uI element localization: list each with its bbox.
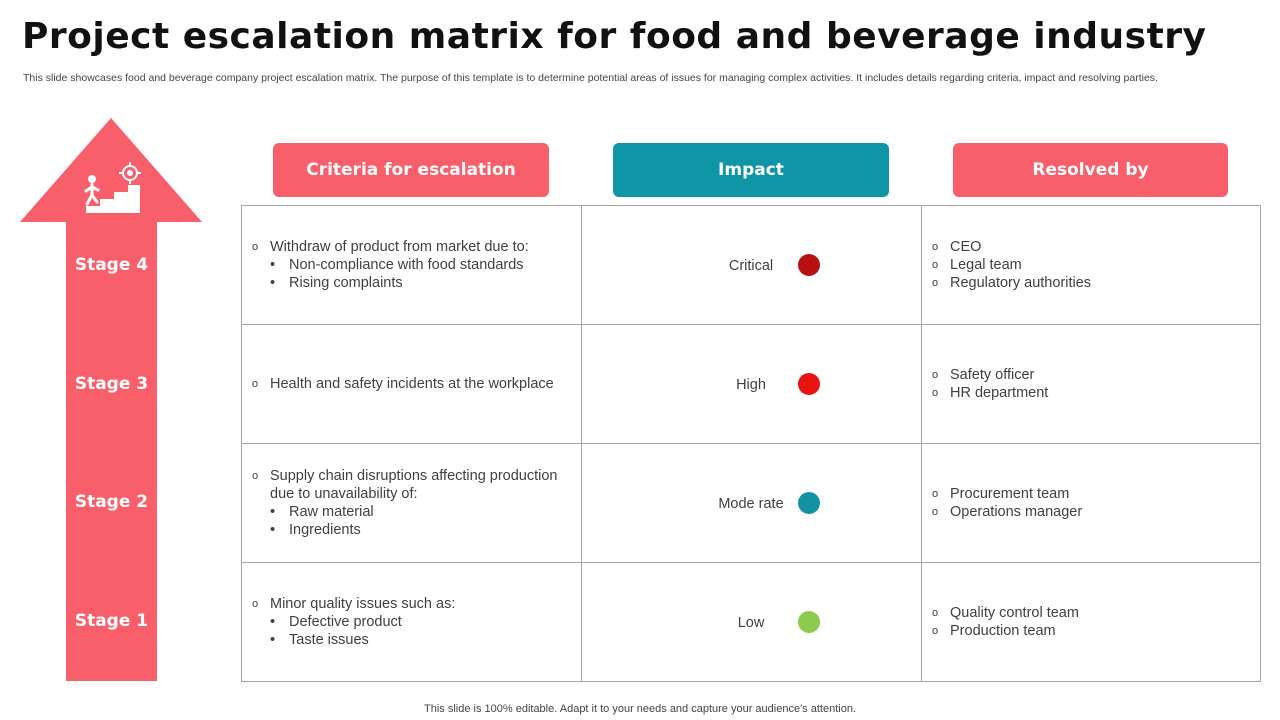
page-title: Project escalation matrix for food and b… xyxy=(22,16,1207,57)
impact-cell-stage-4: Critical xyxy=(582,206,922,325)
stage-3-label: Stage 3 xyxy=(74,374,149,394)
escalation-matrix: o Withdraw of product from market due to:… xyxy=(241,205,1261,682)
arrow-shaft xyxy=(66,220,157,681)
person-climbing-stairs-target-icon xyxy=(84,162,141,213)
impact-cell-stage-2: Mode rate xyxy=(582,444,922,563)
impact-label-high: High xyxy=(736,377,766,393)
impact-dot-moderate xyxy=(798,492,820,514)
stage-4-label: Stage 4 xyxy=(74,255,149,275)
resolved-cell-stage-2: o Procurement team o Operations manager xyxy=(922,444,1260,563)
impact-label-moderate: Mode rate xyxy=(718,496,784,512)
resolved-by-header: Resolved by xyxy=(953,143,1228,197)
criteria-cell-stage-4: o Withdraw of product from market due to:… xyxy=(242,206,582,325)
impact-label-critical: Critical xyxy=(728,258,774,274)
impact-cell-stage-1: Low xyxy=(582,563,922,681)
arrow-head xyxy=(20,118,202,222)
stage-2-label: Stage 2 xyxy=(74,492,149,512)
impact-label-low: Low xyxy=(737,615,765,631)
page-subtitle: This slide showcases food and beverage c… xyxy=(23,72,1158,84)
resolved-cell-stage-3: o Safety officer o HR department xyxy=(922,325,1260,444)
criteria-cell-stage-3: o Health and safety incidents at the work… xyxy=(242,325,582,444)
resolved-cell-stage-4: o CEO o Legal team o Regulatory authorities xyxy=(922,206,1260,325)
criteria-cell-stage-2: o Supply chain disruptions affecting prod… xyxy=(242,444,582,563)
impact-dot-high xyxy=(798,373,820,395)
criteria-cell-stage-1: o Minor quality issues such as: • Defectiv… xyxy=(242,563,582,681)
impact-cell-stage-3: High xyxy=(582,325,922,444)
footer-note: This slide is 100% editable. Adapt it to… xyxy=(424,703,856,715)
resolved-cell-stage-1: o Quality control team o Production team xyxy=(932,605,1079,639)
impact-dot-critical xyxy=(798,254,820,276)
stage-1-label: Stage 1 xyxy=(74,611,149,631)
criteria-header: Criteria for escalation xyxy=(273,143,549,197)
impact-header: Impact xyxy=(613,143,889,197)
impact-dot-low xyxy=(798,611,820,633)
